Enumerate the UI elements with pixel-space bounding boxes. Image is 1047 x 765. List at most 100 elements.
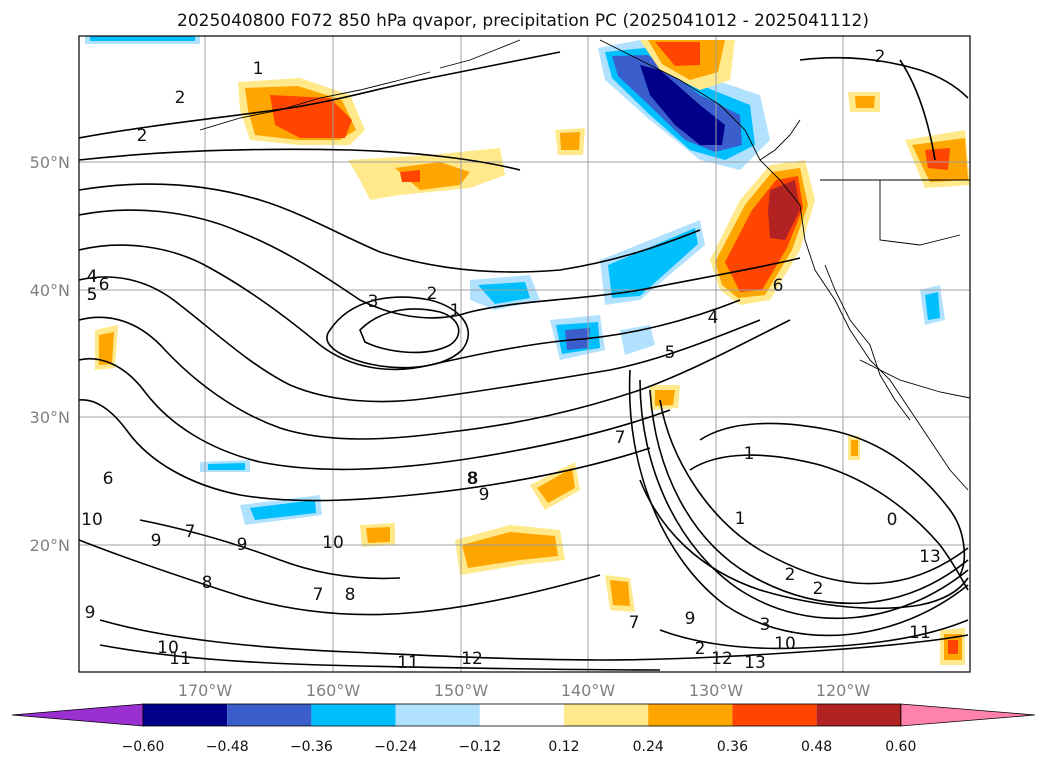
map-frame (78, 35, 971, 673)
contour-label: 1 (450, 301, 461, 321)
contour-label: 2 (875, 47, 886, 67)
contour-line (659, 399, 969, 585)
colorbar-tick-label: −0.60 (122, 739, 165, 755)
contour-label: 6 (103, 469, 114, 489)
precip-shade-area (99, 332, 114, 365)
qvapor-contours (79, 51, 969, 671)
colorbar-segment (648, 704, 733, 726)
colorbar-tick-label: 0.24 (633, 739, 664, 755)
latitude-labels: 50°N 40°N 30°N 20°N (30, 153, 70, 555)
precip-shade-area (537, 468, 575, 503)
contour-label: 9 (237, 535, 248, 555)
contour-label: 8 (345, 585, 356, 605)
coastline (859, 359, 970, 399)
colorbar-tick-label: 0.48 (801, 739, 832, 755)
contour-label: 5 (87, 285, 98, 305)
contour-label: 6 (99, 275, 110, 295)
contour-line (79, 183, 701, 273)
contour-label: 2 (427, 284, 438, 304)
colorbar: −0.60 −0.48 −0.36 −0.24 −0.12 0.12 0.24 0.36 0.4… (11, 703, 1036, 755)
precip-shade-area (400, 170, 420, 182)
precip-shade-area (925, 292, 940, 320)
latitude-label: 20°N (30, 536, 70, 555)
contour-label: 0 (887, 510, 898, 530)
colorbar-segment (311, 704, 396, 726)
longitude-label: 130°W (689, 681, 744, 700)
contour-line (628, 369, 969, 637)
coastline (599, 39, 969, 491)
contour-label: 3 (760, 615, 771, 635)
contour-label: 8 (468, 469, 479, 489)
coastline (824, 264, 911, 421)
contour-label: 2 (813, 579, 824, 599)
colorbar-segment (479, 704, 564, 726)
precip-shade-area (925, 148, 950, 170)
precip-shade-area (270, 95, 352, 138)
contour-label: 2 (175, 88, 186, 108)
contour-label: 8 (467, 469, 478, 489)
coastline (439, 39, 521, 69)
contour-line (79, 148, 521, 171)
colorbar-segment (816, 704, 901, 726)
colorbar-frame (142, 703, 902, 727)
contour-label: 9 (85, 603, 96, 623)
contour-label: 10 (322, 533, 344, 553)
precip-shade-area (208, 463, 245, 470)
contour-label: 9 (151, 531, 162, 551)
contour-label: 11 (909, 623, 931, 643)
contour-line (639, 379, 969, 620)
precip-shade-area (462, 532, 558, 568)
contour-label: 4 (87, 267, 98, 287)
contour-line (99, 644, 661, 671)
contour-label: 10 (157, 638, 179, 658)
contour-label: 12 (711, 649, 733, 669)
contour-line (639, 479, 969, 610)
colorbar-segment (395, 704, 480, 726)
latitude-label: 40°N (30, 281, 70, 300)
contour-label: 7 (313, 585, 324, 605)
contour-label: 1 (253, 59, 264, 79)
contour-label: 4 (87, 267, 98, 287)
colorbar-segment (732, 704, 817, 726)
contour-label: 7 (185, 522, 196, 542)
contour-label: 10 (81, 510, 103, 530)
figure-title: 2025040800 F072 850 hPa qvapor, precipit… (177, 11, 869, 31)
latitude-label: 50°N (30, 153, 70, 172)
contour-label: 6 (773, 276, 784, 296)
contour-label: 7 (615, 428, 626, 448)
colorbar-segment (564, 704, 649, 726)
contour-label: 13 (744, 653, 766, 673)
colorbar-min-extension (11, 703, 144, 727)
contour-label: 2 (785, 565, 796, 585)
longitude-labels: 170°W 160°W 150°W 140°W 130°W 120°W (178, 681, 871, 700)
contour-label: 12 (461, 649, 483, 669)
contour-line (79, 209, 801, 319)
precip-shade-area (948, 640, 958, 654)
longitude-label: 160°W (306, 681, 361, 700)
precip-shade-area (366, 527, 390, 543)
contour-label: 11 (169, 649, 191, 669)
colorbar-max-extension (900, 703, 1036, 727)
contour-label: 5 (87, 285, 98, 305)
map-background (79, 36, 970, 672)
contour-label: 7 (629, 613, 640, 633)
colorbar-tick-label: 0.12 (548, 739, 579, 755)
contour-line (79, 399, 651, 502)
longitude-label: 120°W (816, 681, 871, 700)
longitude-label: 140°W (561, 681, 616, 700)
colorbar-tick-label: 0.60 (885, 739, 916, 755)
contour-label: 9 (685, 609, 696, 629)
contour-line (79, 316, 791, 440)
contour-label: 2 (695, 639, 706, 659)
contour-label: 5 (665, 343, 676, 363)
contour-label: 13 (919, 547, 941, 567)
contour-line (659, 619, 969, 650)
precip-shade-area (608, 228, 698, 298)
graticule (79, 36, 970, 672)
precip-shade-area (560, 132, 580, 150)
precip-shade-area (478, 282, 530, 304)
colorbar-tick-label: −0.48 (206, 739, 249, 755)
longitude-label: 170°W (178, 681, 233, 700)
colorbar-tick-label: 0.36 (717, 739, 748, 755)
